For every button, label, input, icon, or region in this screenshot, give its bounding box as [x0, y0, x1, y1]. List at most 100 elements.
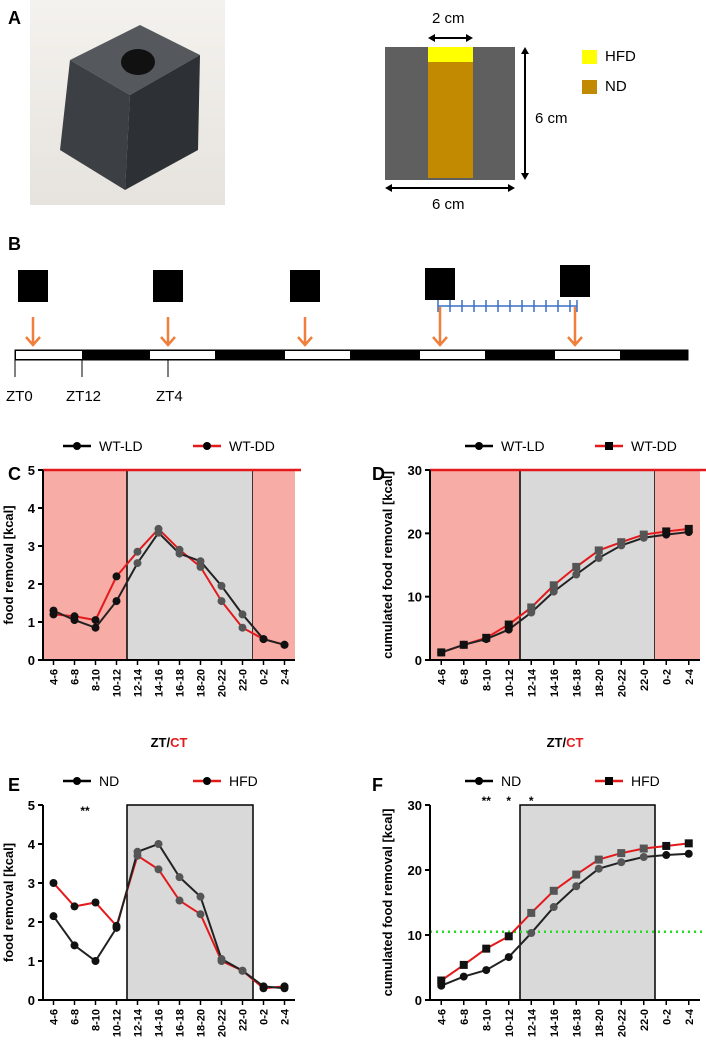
data-point-HFD — [217, 957, 226, 965]
height-label: 6 cm — [535, 110, 568, 127]
data-point-ND — [70, 941, 79, 950]
x-tick-label: 0-2 — [661, 669, 673, 685]
data-point-ND — [572, 882, 581, 891]
x-tick-label: 22-0 — [639, 669, 651, 691]
shading-dark-1 — [126, 469, 254, 661]
data-point-ND — [459, 972, 468, 981]
panel-label-c: C — [8, 464, 21, 484]
x-tick-label: 2-4 — [684, 668, 696, 685]
legend-label-HFD: HFD — [631, 773, 660, 789]
tick-label-zt4: ZT4 — [156, 388, 183, 405]
legend-marker — [475, 442, 483, 450]
data-point-WT-DD — [594, 546, 603, 555]
data-point-HFD — [91, 898, 100, 907]
data-point-HFD — [684, 839, 693, 848]
data-point-HFD — [639, 844, 648, 853]
x-tick-label: 12-14 — [526, 1008, 538, 1037]
y-tick-label: 2 — [28, 577, 35, 592]
data-point-ND — [91, 957, 100, 965]
x-axis-title-ct: CT — [170, 735, 187, 750]
legend-label-ND: ND — [501, 773, 521, 789]
data-point-HFD — [259, 984, 268, 993]
x-tick-label: 16-18 — [175, 669, 187, 697]
legend-label-WT-LD: WT-LD — [99, 438, 143, 454]
x-tick-label: 8-10 — [481, 669, 493, 691]
y-tick-label: 0 — [415, 653, 422, 668]
x-tick-label: 6-8 — [459, 1009, 471, 1025]
data-point-WT-DD — [217, 597, 226, 606]
y-tick-label: 20 — [408, 863, 422, 878]
y-tick-label: 1 — [28, 615, 35, 630]
data-point-WT-DD — [154, 524, 163, 533]
data-point-WT-DD — [662, 527, 671, 536]
data-point-WT-DD — [572, 562, 581, 571]
data-point-HFD — [133, 851, 142, 860]
x-tick-label: 16-18 — [571, 1009, 583, 1037]
y-axis-title: cumulated food removal [kcal] — [380, 471, 395, 659]
x-tick-label: 2-4 — [280, 1008, 292, 1025]
significance-mark: * — [506, 794, 511, 808]
data-point-WT-DD — [196, 562, 205, 571]
x-tick-label: 8-10 — [91, 669, 103, 691]
shading-light-2 — [655, 470, 700, 660]
x-tick-label: 20-22 — [217, 669, 229, 697]
y-tick-label: 10 — [408, 590, 422, 605]
legend-label-WT-DD: WT-DD — [229, 438, 275, 454]
x-tick-label: 22-0 — [238, 1009, 250, 1031]
x-axis-title: ZT/CT — [547, 735, 584, 750]
data-point-WT-DD — [133, 547, 142, 556]
data-point-WT-LD — [196, 557, 205, 566]
legend-marker — [605, 777, 613, 785]
tick-label-zt12: ZT12 — [66, 388, 102, 405]
data-point-HFD — [196, 910, 205, 919]
y-tick-label: 0 — [415, 993, 422, 1008]
feeding-block-2 — [153, 270, 183, 302]
data-point-ND — [662, 851, 671, 860]
x-tick-label: 6-8 — [70, 669, 82, 685]
x-axis-title-part: ZT/ — [547, 735, 567, 750]
legend-label-WT-DD: WT-DD — [631, 438, 677, 454]
legend-label-hfd: HFD — [605, 48, 636, 65]
x-tick-label: 18-20 — [196, 1009, 208, 1037]
legend-marker — [203, 442, 211, 450]
data-point-ND — [49, 912, 58, 921]
cube-photo — [30, 0, 225, 205]
data-point-ND — [617, 858, 626, 867]
data-point-WT-DD — [527, 603, 536, 612]
data-point-WT-LD — [91, 623, 100, 632]
x-tick-label: 4-6 — [49, 669, 61, 685]
x-tick-label: 4-6 — [49, 1009, 61, 1025]
x-tick-label: 12-14 — [133, 668, 145, 697]
data-point-HFD — [112, 921, 121, 930]
y-tick-label: 1 — [28, 954, 35, 969]
x-tick-label: 8-10 — [481, 1009, 493, 1031]
data-point-HFD — [437, 976, 446, 985]
x-tick-label: 14-16 — [549, 1009, 561, 1037]
panel-label-f: F — [372, 775, 383, 795]
data-point-WT-DD — [639, 530, 648, 539]
y-tick-label: 4 — [28, 501, 36, 516]
legend-label-nd: ND — [605, 78, 627, 95]
width-label: 2 cm — [432, 10, 465, 27]
legend-marker — [73, 777, 81, 785]
data-point-ND — [154, 840, 163, 848]
light-dark-bar — [14, 349, 689, 361]
data-point-HFD — [617, 849, 626, 858]
significance-mark: ** — [482, 794, 492, 808]
timeline-diagram — [14, 265, 689, 377]
legend-marker — [605, 442, 613, 450]
data-point-HFD — [70, 902, 79, 911]
x-tick-label: 2-4 — [280, 668, 292, 685]
data-point-HFD — [482, 944, 491, 953]
data-point-WT-DD — [684, 524, 693, 533]
y-tick-label: 3 — [28, 539, 35, 554]
data-point-WT-LD — [594, 554, 603, 563]
legend-swatch-hfd — [582, 50, 597, 64]
data-point-WT-DD — [175, 545, 184, 554]
y-tick-label: 5 — [28, 463, 35, 478]
feeding-block-4 — [425, 268, 455, 300]
data-point-WT-DD — [259, 635, 268, 644]
y-tick-label: 5 — [28, 798, 35, 813]
panel-label-a: A — [8, 8, 21, 28]
